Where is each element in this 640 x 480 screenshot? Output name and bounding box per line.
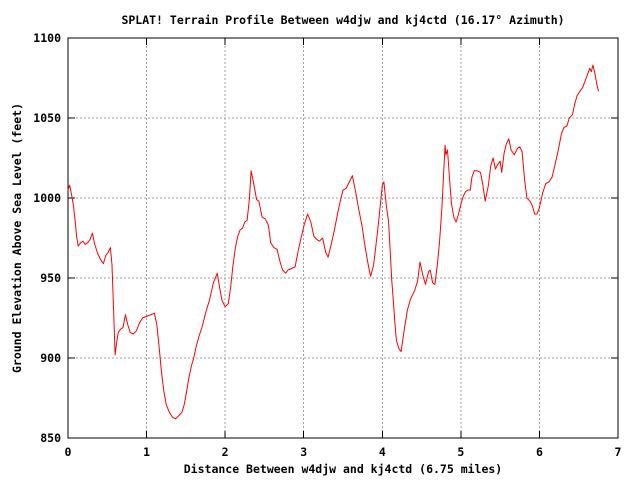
- tick-labels-layer: 0 1 2 3 4 5 6 7 850 900 950 1000 1050 1100: [33, 31, 621, 459]
- x-axis-label: Distance Between w4djw and kj4ctd (6.75 …: [184, 462, 503, 476]
- x-tick-label: 3: [300, 445, 307, 459]
- y-tick-label: 1000: [33, 191, 61, 205]
- x-tick-label: 4: [379, 445, 386, 459]
- x-tick-label: 5: [457, 445, 464, 459]
- y-tick-label: 850: [40, 431, 61, 445]
- y-tick-label: 900: [40, 351, 61, 365]
- x-tick-label: 2: [222, 445, 229, 459]
- gridlines-layer: [68, 38, 618, 438]
- series-layer: [67, 64, 600, 420]
- x-tick-label: 1: [143, 445, 150, 459]
- y-tick-label: 950: [40, 271, 61, 285]
- ticks-layer: [67, 37, 619, 439]
- x-tick-label: 7: [615, 445, 622, 459]
- plot-border: [67, 37, 619, 439]
- chart-title: SPLAT! Terrain Profile Between w4djw and…: [121, 13, 564, 27]
- y-tick-label: 1100: [33, 31, 61, 45]
- x-tick-label: 6: [536, 445, 543, 459]
- x-tick-label: 0: [65, 445, 72, 459]
- y-axis-label: Ground Elevation Above Sea Level (feet): [10, 103, 24, 373]
- terrain-profile-line: [67, 64, 600, 420]
- y-tick-label: 1050: [33, 111, 61, 125]
